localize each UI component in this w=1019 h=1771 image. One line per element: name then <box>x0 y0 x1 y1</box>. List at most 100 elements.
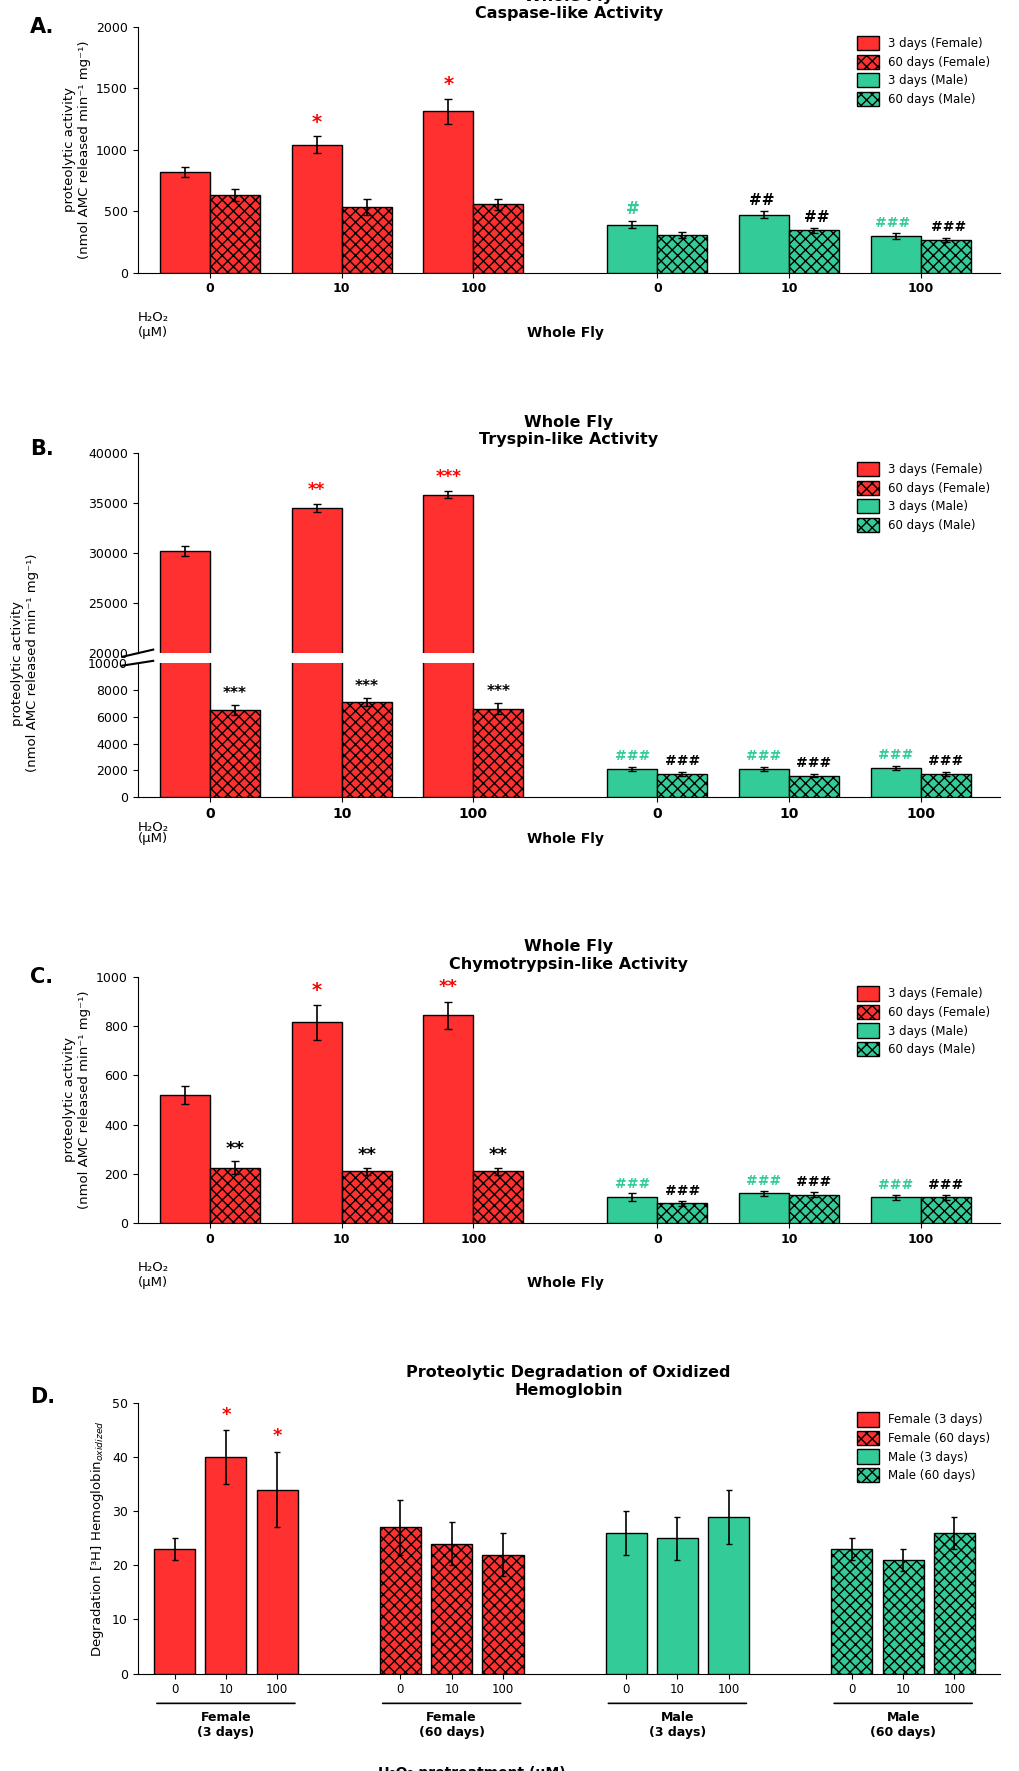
Text: ###: ### <box>746 1174 781 1188</box>
Legend: Female (3 days), Female (60 days), Male (3 days), Male (60 days): Female (3 days), Female (60 days), Male … <box>853 1410 993 1486</box>
Bar <box>607 225 657 273</box>
Bar <box>291 335 341 797</box>
Text: ###: ### <box>874 216 910 230</box>
Text: ##: ## <box>803 209 828 225</box>
Text: A.: A. <box>30 16 54 37</box>
Text: ###: ### <box>664 754 699 769</box>
Bar <box>739 832 789 854</box>
Text: ###: ### <box>796 1176 830 1190</box>
Bar <box>707 1516 749 1674</box>
Text: ###: ### <box>877 1178 912 1192</box>
Text: (μM): (μM) <box>138 326 168 338</box>
Text: Female
(3 days): Female (3 days) <box>197 1711 255 1739</box>
Text: *: * <box>311 981 321 1001</box>
Text: **: ** <box>438 978 458 995</box>
Text: (μM): (μM) <box>138 1275 168 1289</box>
Bar <box>739 769 789 797</box>
Text: C.: C. <box>30 967 53 986</box>
Text: ###: ### <box>796 756 830 770</box>
Text: B.: B. <box>30 439 54 459</box>
Bar <box>870 236 920 273</box>
Bar <box>657 838 707 854</box>
Bar <box>473 788 523 854</box>
Bar <box>423 494 473 854</box>
Bar <box>160 393 210 797</box>
Text: ###: ### <box>614 1176 649 1190</box>
Text: H₂O₂: H₂O₂ <box>138 1261 169 1273</box>
Bar <box>379 1527 421 1674</box>
Text: ***: *** <box>486 684 510 700</box>
Bar <box>657 774 707 797</box>
Bar <box>205 1458 247 1674</box>
Bar <box>473 708 523 797</box>
Text: H₂O₂: H₂O₂ <box>138 310 169 324</box>
Bar <box>341 783 391 854</box>
Y-axis label: proteolytic activity
(nmol AMC released min⁻¹ mg⁻¹): proteolytic activity (nmol AMC released … <box>62 990 91 1210</box>
Bar <box>291 508 341 854</box>
Legend: 3 days (Female), 60 days (Female), 3 days (Male), 60 days (Male): 3 days (Female), 60 days (Female), 3 day… <box>853 32 993 110</box>
Bar <box>431 1544 472 1674</box>
Bar <box>789 776 839 797</box>
Y-axis label: proteolytic activity
(nmol AMC released min⁻¹ mg⁻¹): proteolytic activity (nmol AMC released … <box>62 41 91 259</box>
Text: Whole Fly: Whole Fly <box>527 326 603 340</box>
Bar <box>160 1094 210 1224</box>
Bar <box>210 195 260 273</box>
Bar <box>257 1489 298 1674</box>
Bar <box>423 1015 473 1224</box>
Text: *: * <box>272 1427 281 1445</box>
Legend: 3 days (Female), 60 days (Female), 3 days (Male), 60 days (Male): 3 days (Female), 60 days (Female), 3 day… <box>853 983 993 1061</box>
Bar <box>291 145 341 273</box>
Text: Female
(60 days): Female (60 days) <box>418 1711 484 1739</box>
Bar <box>920 1197 970 1224</box>
Bar <box>656 1539 697 1674</box>
Text: ***: *** <box>435 468 461 487</box>
Bar <box>789 838 839 854</box>
Text: ###: ### <box>929 220 965 234</box>
Bar <box>657 236 707 273</box>
Bar <box>870 767 920 797</box>
Text: ***: *** <box>223 687 247 701</box>
Title: Whole Fly
Caspase-like Activity: Whole Fly Caspase-like Activity <box>474 0 662 21</box>
Bar <box>605 1534 646 1674</box>
Bar <box>870 1197 920 1224</box>
Text: ###: ### <box>877 747 912 762</box>
Text: ***: *** <box>355 678 378 694</box>
Text: **: ** <box>488 1146 507 1164</box>
Y-axis label: Degradation [³H] Hemoglobin$_{oxidized}$: Degradation [³H] Hemoglobin$_{oxidized}$ <box>90 1420 106 1656</box>
Text: **: ** <box>308 480 325 499</box>
Bar <box>210 710 260 797</box>
Bar <box>830 1550 871 1674</box>
Text: H₂O₂ pretreatment (μM): H₂O₂ pretreatment (μM) <box>378 1766 566 1771</box>
Text: Whole Fly: Whole Fly <box>527 1275 603 1289</box>
Text: (μM): (μM) <box>138 832 168 845</box>
Title: Whole Fly
Chymotrypsin-like Activity: Whole Fly Chymotrypsin-like Activity <box>448 939 688 972</box>
Bar <box>210 1167 260 1224</box>
Bar <box>607 832 657 854</box>
Title: Whole Fly
Tryspin-like Activity: Whole Fly Tryspin-like Activity <box>479 414 657 448</box>
Bar <box>341 1171 391 1224</box>
Text: #: # <box>625 200 639 218</box>
Bar <box>473 1171 523 1224</box>
Text: ###: ### <box>614 749 649 763</box>
Title: Proteolytic Degradation of Oxidized
Hemoglobin: Proteolytic Degradation of Oxidized Hemo… <box>406 1365 731 1397</box>
Bar <box>607 769 657 797</box>
Bar <box>739 214 789 273</box>
Text: D.: D. <box>30 1387 55 1406</box>
Bar <box>870 832 920 854</box>
Text: ##: ## <box>748 193 773 207</box>
Bar <box>920 836 970 854</box>
Text: ###: ### <box>927 754 962 767</box>
Y-axis label: proteolytic activity
(nmol AMC released min⁻¹ mg⁻¹): proteolytic activity (nmol AMC released … <box>10 554 39 772</box>
Bar <box>160 172 210 273</box>
Text: *: * <box>221 1406 230 1424</box>
Bar <box>423 319 473 797</box>
Bar <box>423 112 473 273</box>
Bar <box>789 1195 839 1224</box>
Bar <box>607 1197 657 1224</box>
Text: *: * <box>442 74 452 94</box>
Bar <box>341 701 391 797</box>
Bar <box>473 204 523 273</box>
Text: ###: ### <box>664 1183 699 1197</box>
Bar <box>210 788 260 854</box>
Bar <box>739 1194 789 1224</box>
